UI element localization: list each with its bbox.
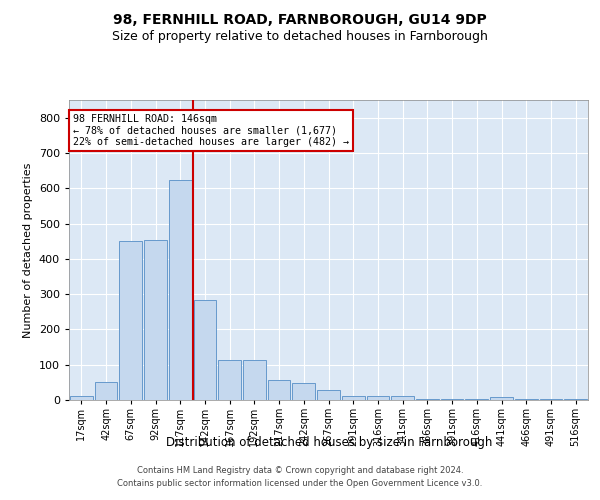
Text: Contains HM Land Registry data © Crown copyright and database right 2024.
Contai: Contains HM Land Registry data © Crown c…: [118, 466, 482, 487]
Bar: [367, 396, 389, 400]
Bar: [317, 390, 340, 400]
Bar: [144, 240, 167, 400]
Bar: [490, 397, 513, 400]
Bar: [194, 300, 216, 400]
Bar: [342, 396, 365, 400]
Text: Distribution of detached houses by size in Farnborough: Distribution of detached houses by size …: [166, 436, 492, 449]
Bar: [95, 382, 118, 400]
Y-axis label: Number of detached properties: Number of detached properties: [23, 162, 33, 338]
Bar: [169, 180, 191, 400]
Bar: [70, 396, 93, 400]
Text: Size of property relative to detached houses in Farnborough: Size of property relative to detached ho…: [112, 30, 488, 43]
Text: 98, FERNHILL ROAD, FARNBOROUGH, GU14 9DP: 98, FERNHILL ROAD, FARNBOROUGH, GU14 9DP: [113, 12, 487, 26]
Text: 98 FERNHILL ROAD: 146sqm
← 78% of detached houses are smaller (1,677)
22% of sem: 98 FERNHILL ROAD: 146sqm ← 78% of detach…: [73, 114, 349, 148]
Bar: [391, 396, 414, 400]
Bar: [119, 241, 142, 400]
Bar: [292, 383, 315, 400]
Bar: [218, 360, 241, 400]
Bar: [268, 380, 290, 400]
Bar: [243, 360, 266, 400]
